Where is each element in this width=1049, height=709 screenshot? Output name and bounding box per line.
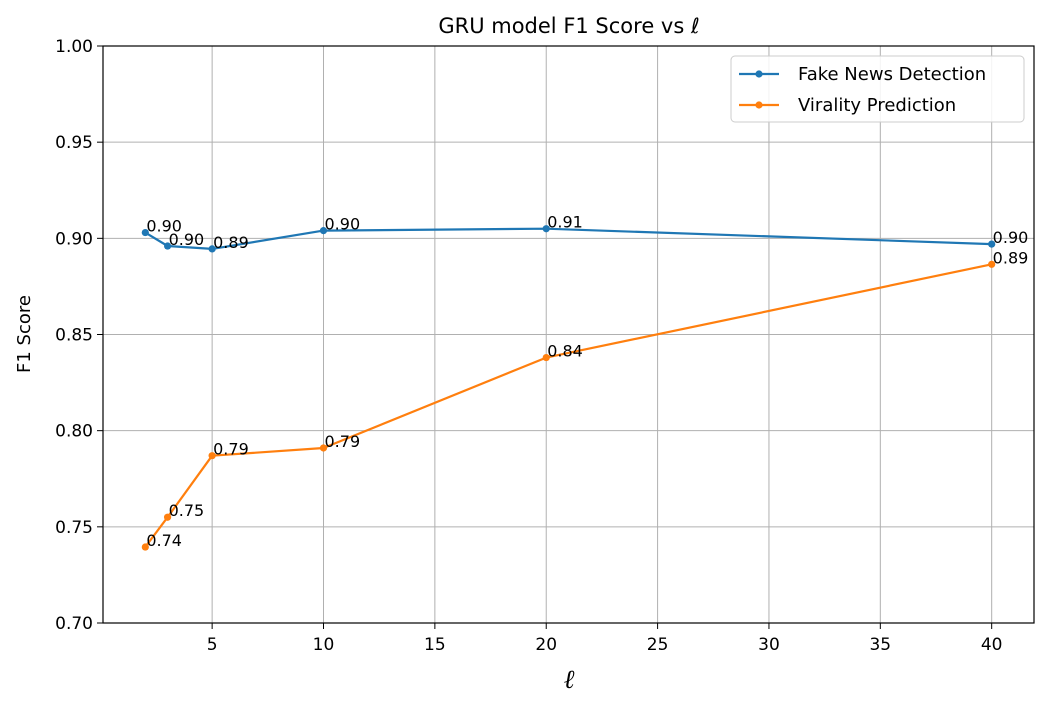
axis-ticks: 5 10 15 20 25 30 35 40 0.70 0.75 0.80 0.85 0.90 0.95 1… <box>55 37 1002 655</box>
data-point <box>988 240 996 248</box>
x-tick-label: 15 <box>424 635 446 655</box>
data-label: 0.84 <box>547 342 583 361</box>
x-axis-label: ℓ <box>564 665 575 695</box>
data-point <box>542 225 550 233</box>
data-label: 0.90 <box>993 228 1029 247</box>
y-tick-label: 0.95 <box>55 133 93 153</box>
x-tick-label: 25 <box>647 635 669 655</box>
legend-entry-label: Virality Prediction <box>798 95 956 116</box>
data-point <box>208 245 216 253</box>
legend-swatch-marker <box>755 70 763 78</box>
series-2: 0.74 0.75 0.79 0.79 0.84 0.89 <box>141 248 1029 551</box>
data-point <box>163 513 172 521</box>
x-tick-label: 30 <box>758 635 780 655</box>
data-point <box>163 242 172 250</box>
x-tick-label: 40 <box>981 635 1003 655</box>
y-tick-label: 0.75 <box>55 518 93 538</box>
data-label: 0.90 <box>169 230 205 249</box>
x-tick-label: 35 <box>869 635 891 655</box>
data-label: 0.90 <box>146 217 182 236</box>
y-tick-label: 1.00 <box>55 37 93 57</box>
series-1: 0.900.90 0.890.90 0.910.90 <box>141 213 1029 253</box>
legend-entry-label: Fake News Detection <box>798 64 986 85</box>
legend-swatch-marker <box>755 101 763 109</box>
grid-lines <box>103 45 1034 624</box>
data-label: 0.91 <box>547 213 583 232</box>
y-tick-label: 0.80 <box>55 422 93 442</box>
x-tick-label: 10 <box>313 635 335 655</box>
data-point <box>319 444 328 452</box>
y-tick-label: 0.90 <box>55 229 93 249</box>
data-point <box>208 452 216 460</box>
y-axis-label: F1 Score <box>14 295 35 373</box>
data-point <box>319 227 328 235</box>
data-label: 0.74 <box>146 531 182 550</box>
data-label: 0.79 <box>325 432 361 451</box>
data-label: 0.89 <box>213 233 249 252</box>
series-layer: 0.900.90 0.890.90 0.910.900.740.750.79 0.79… <box>141 213 1029 551</box>
series-line <box>144 263 992 548</box>
legend: Fake News Detection Virality Prediction <box>730 55 1025 123</box>
data-point <box>988 260 996 268</box>
legend-box <box>730 55 1025 123</box>
data-label: 0.90 <box>325 215 361 234</box>
y-tick-label: 0.70 <box>55 614 93 634</box>
series-line <box>144 227 992 250</box>
y-tick-label: 0.85 <box>55 326 93 346</box>
x-tick-label: 20 <box>535 635 557 655</box>
data-point <box>542 353 550 362</box>
data-label: 0.75 <box>169 501 205 520</box>
data-label: 0.79 <box>213 440 249 459</box>
data-point <box>141 543 149 551</box>
data-point <box>141 228 149 237</box>
data-label: 0.89 <box>993 248 1029 267</box>
chart-title: GRU model F1 Score vs ℓ <box>438 14 699 38</box>
x-tick-label: 5 <box>207 635 218 655</box>
